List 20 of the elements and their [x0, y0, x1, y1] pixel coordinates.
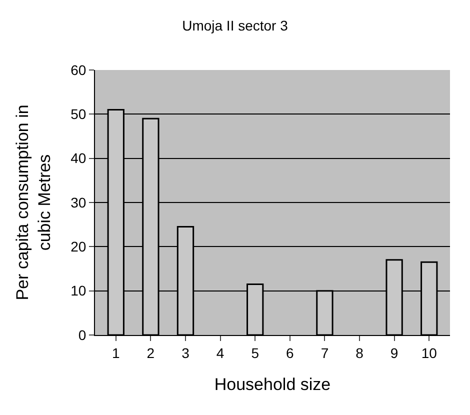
x-tick-label: 7	[320, 344, 329, 361]
y-tick-label: 30	[70, 194, 86, 210]
x-tick-label: 10	[421, 344, 438, 361]
chart-title: Umoja II sector 3	[182, 18, 288, 34]
y-tick-label: 60	[70, 62, 86, 78]
x-tick-label: 9	[390, 344, 398, 361]
x-tick-label: 4	[216, 344, 224, 361]
x-tick-label: 2	[146, 344, 155, 361]
x-tick-label: 8	[356, 344, 364, 361]
x-tick-label: 3	[182, 344, 190, 361]
x-axis-title: Household size	[214, 375, 331, 394]
x-tick-label: 5	[251, 344, 260, 361]
y-tick-label: 20	[70, 238, 86, 255]
y-tick-label: 10	[70, 282, 86, 299]
y-tick-label: 50	[70, 106, 86, 122]
x-tick-label: 1	[112, 344, 120, 361]
y-axis-title: Per capita consumption in cubic Metres	[13, 104, 54, 300]
y-tick-label: 40	[70, 150, 86, 166]
x-tick-label: 6	[286, 344, 294, 361]
y-tick-label: 0	[78, 326, 86, 343]
